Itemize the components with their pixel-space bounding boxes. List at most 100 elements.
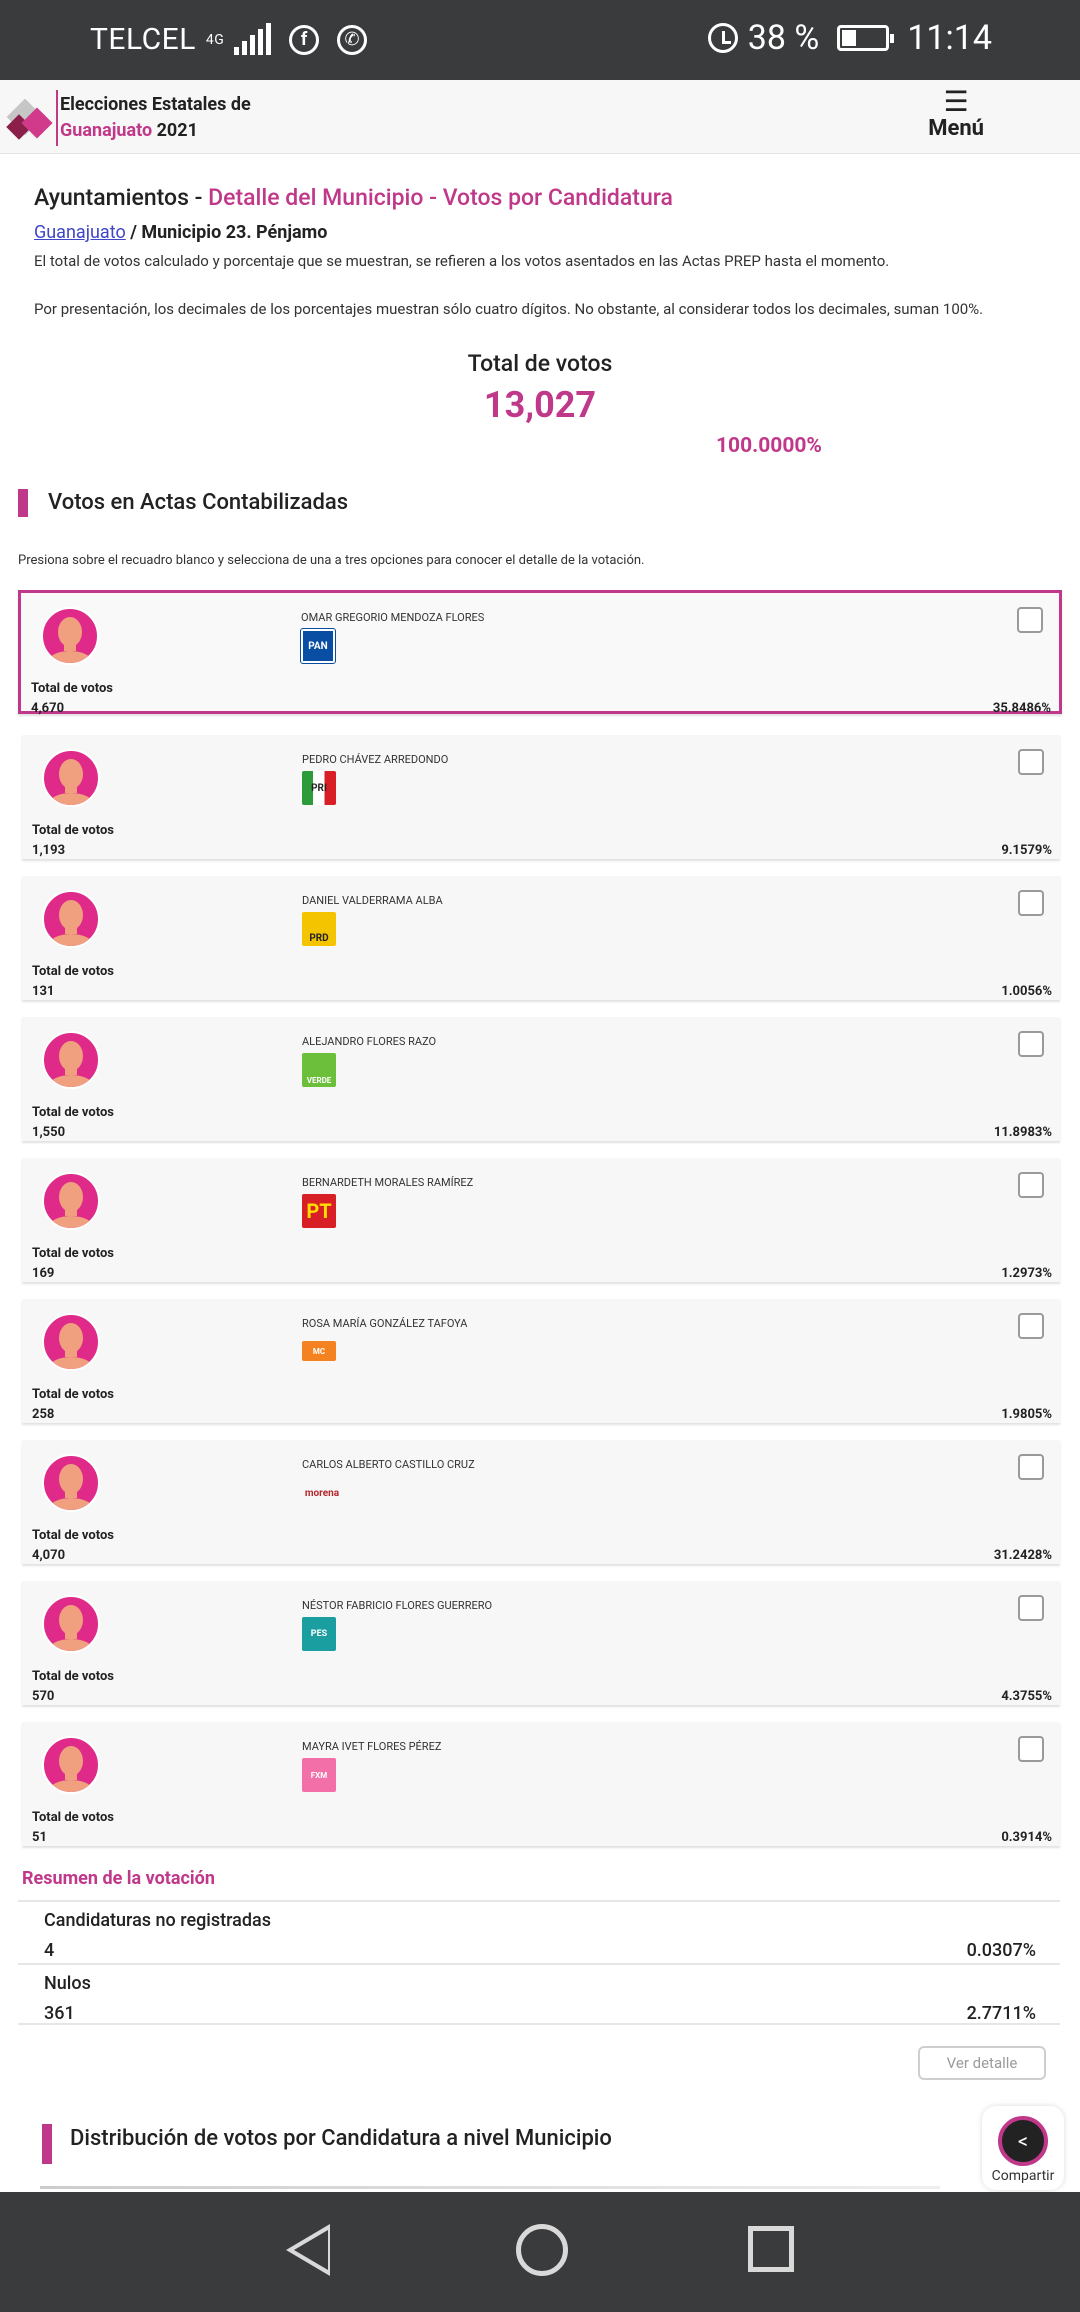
menu-label: Menú [928,116,984,141]
app-header: Elecciones Estatales de Guanajuato 2021 … [0,80,1080,154]
candidate-percent: 9.1579% [1001,843,1052,858]
distribution-heading: Distribución de votos por Candidatura a … [42,2124,612,2164]
votes-label: Total de votos [32,964,114,979]
pes-logo-icon: PES [302,1617,336,1651]
avatar-icon [42,1736,100,1794]
candidate-checkbox[interactable] [1018,1031,1044,1057]
candidate-checkbox[interactable] [1018,890,1044,916]
share-button[interactable]: < Compartir [982,2106,1064,2190]
whatsapp-icon: ✆ [337,24,368,55]
summary-row-unregistered: Candidaturas no registradas 4 0.0307% [18,1900,1060,1962]
avatar-icon [42,1031,100,1089]
avatar-icon [42,749,100,807]
breadcrumb-link-guanajuato[interactable]: Guanajuato [34,222,126,243]
carrier-name: TELCEL [90,22,196,57]
avatar-icon [42,1172,100,1230]
recent-apps-icon[interactable] [748,2226,794,2272]
page-title-prefix: Ayuntamientos - [34,184,209,211]
info-text-1: El total de votos calculado y porcentaje… [34,252,890,270]
summary-label: Nulos [44,1973,91,1994]
votes-label: Total de votos [32,1810,114,1825]
candidate-checkbox[interactable] [1018,1595,1044,1621]
total-votes-label: Total de votos [467,350,613,377]
candidate-name: CARLOS ALBERTO CASTILLO CRUZ [302,1458,475,1471]
candidate-card[interactable]: ALEJANDRO FLORES RAZO VERDE Total de vot… [22,1017,1060,1141]
candidate-card[interactable]: CARLOS ALBERTO CASTILLO CRUZ morena Tota… [22,1440,1060,1564]
summary-title: Resumen de la votación [22,1868,215,1889]
clock: 11:14 [907,18,992,58]
candidate-name: PEDRO CHÁVEZ ARREDONDO [302,753,449,766]
site-title: Elecciones Estatales de Guanajuato 2021 [60,92,251,144]
status-bar: TELCEL 4G f ✆ 38 % 11:14 [0,0,1080,80]
candidate-card[interactable]: NÉSTOR FABRICIO FLORES GUERRERO PES Tota… [22,1581,1060,1705]
prd-logo-icon: PRD [302,912,336,946]
breadcrumb-current: / Municipio 23. Pénjamo [125,222,328,243]
candidate-percent: 4.3755% [1001,1689,1052,1704]
summary-value: 361 [44,2003,75,2024]
home-icon[interactable] [516,2224,568,2276]
candidate-name: MAYRA IVET FLORES PÉREZ [302,1740,442,1753]
network-type: 4G [205,31,225,48]
candidate-card[interactable]: BERNARDETH MORALES RAMÍREZ PT Total de v… [22,1158,1060,1282]
menu-button[interactable]: ☰ Menú [928,88,984,142]
summary-percent: 0.0307% [966,1940,1036,1961]
hamburger-icon: ☰ [943,85,969,118]
morena-logo-icon: morena [304,1487,340,1499]
share-icon: < [998,2116,1048,2166]
candidate-card[interactable]: PEDRO CHÁVEZ ARREDONDO PRI Total de voto… [22,735,1060,859]
signal-icon [234,22,272,55]
candidate-votes: 1,550 [32,1125,66,1140]
share-label: Compartir [991,2168,1055,2184]
instruction-text: Presiona sobre el recuadro blanco y sele… [18,553,645,568]
candidate-percent: 11.8983% [993,1125,1052,1140]
back-icon[interactable] [286,2224,330,2276]
candidate-checkbox[interactable] [1018,1313,1044,1339]
candidate-card[interactable]: ROSA MARÍA GONZÁLEZ TAFOYA MC Total de v… [22,1299,1060,1423]
candidate-card[interactable]: MAYRA IVET FLORES PÉREZ FXM Total de vot… [22,1722,1060,1846]
candidate-checkbox[interactable] [1018,749,1044,775]
candidate-card[interactable]: OMAR GREGORIO MENDOZA FLORES PAN Total d… [18,590,1062,716]
info-text-2: Por presentación, los decimales de los p… [34,300,984,318]
fxm-logo-icon: FXM [302,1758,336,1792]
candidate-name: NÉSTOR FABRICIO FLORES GUERRERO [302,1599,493,1612]
carrier-info: TELCEL 4G f ✆ [90,22,368,57]
avatar-icon [42,1454,100,1512]
candidate-percent: 35.8486% [992,701,1051,716]
votes-label: Total de votos [31,681,113,696]
avatar-icon [42,1595,100,1653]
candidate-checkbox[interactable] [1018,1454,1044,1480]
candidate-percent: 1.0056% [1001,984,1052,999]
pri-logo-icon: PRI [302,771,336,805]
candidate-votes: 570 [32,1689,55,1704]
candidate-checkbox[interactable] [1018,1736,1044,1762]
candidate-checkbox[interactable] [1017,607,1043,633]
ver-detalle-button[interactable]: Ver detalle [918,2046,1046,2080]
votes-label: Total de votos [32,1528,114,1543]
battery-icon [837,25,895,51]
summary-percent: 2.7711% [966,2003,1036,2024]
votes-section-heading: Votos en Actas Contabilizadas [18,489,348,517]
facebook-icon: f [289,24,320,55]
distribution-text-partial [40,2186,940,2189]
candidate-name: OMAR GREGORIO MENDOZA FLORES [301,611,485,624]
avatar-icon [41,607,99,665]
android-nav-bar [0,2192,1080,2312]
candidate-card[interactable]: DANIEL VALDERRAMA ALBA PRD Total de voto… [22,876,1060,1000]
status-right: 38 % 11:14 [707,18,992,58]
candidate-votes: 4,670 [31,701,65,716]
candidate-name: ROSA MARÍA GONZÁLEZ TAFOYA [302,1317,468,1330]
candidate-votes: 258 [32,1407,55,1422]
ieeg-logo-icon[interactable] [6,98,53,144]
candidate-checkbox[interactable] [1018,1172,1044,1198]
summary-row-null: Nulos 361 2.7711% [18,1963,1060,2025]
candidate-percent: 0.3914% [1001,1830,1052,1845]
votes-label: Total de votos [32,1246,114,1261]
header-divider [56,90,58,146]
candidate-name: DANIEL VALDERRAMA ALBA [302,894,443,907]
total-votes-percent: 100.0000% [716,434,822,458]
page-title: Ayuntamientos - Detalle del Municipio - … [34,184,673,211]
site-title-state: Guanajuato [60,120,153,141]
candidate-percent: 1.9805% [1001,1407,1052,1422]
votes-label: Total de votos [32,1669,114,1684]
alarm-icon [707,23,738,53]
